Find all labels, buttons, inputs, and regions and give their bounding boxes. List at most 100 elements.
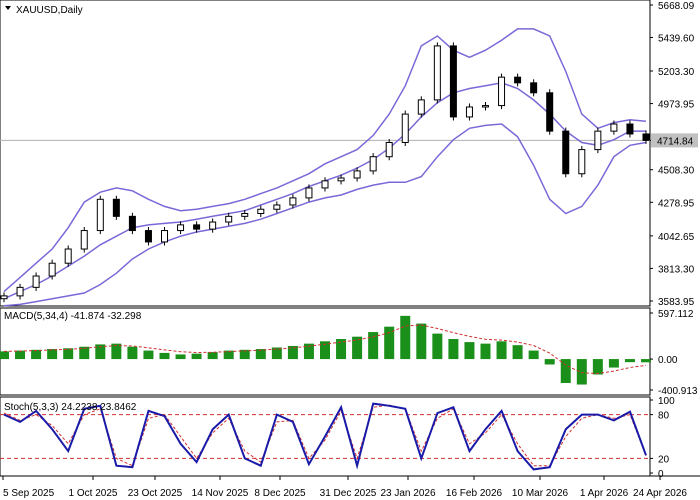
time-tick-label: 1 Apr 2026 [580,488,629,499]
macd-bar [191,353,202,360]
candle-body [161,230,168,243]
macd-bar [512,345,523,360]
macd-bar [400,315,411,360]
macd-panel-frame [0,307,651,396]
candle-body [257,208,265,215]
candle-body [578,149,586,175]
stoch-main-line [3,402,647,471]
macd-bar [175,354,186,360]
macd-tick-label: 597.112 [658,309,694,320]
price-tick-label: 5439.60 [658,33,695,44]
candle-body [321,180,329,189]
price-tick-label: 5668.09 [658,1,695,12]
candle-body [562,130,570,175]
macd-bar [352,336,363,360]
macd-bar [111,343,122,360]
time-tick-label: 10 Mar 2026 [512,488,569,499]
macd-bar [608,359,619,368]
macd-bar [239,349,250,360]
macd-bar [496,341,507,360]
macd-signal-line [3,324,647,375]
time-tick-label: 24 Apr 2026 [633,488,687,499]
candle-body [337,177,345,182]
bollinger-upper-line [3,28,647,293]
macd-bar [255,349,266,360]
candle-body [193,224,201,230]
candle-body [642,133,650,141]
macd-bar [384,326,395,360]
candle-body [32,275,40,288]
candle-body [498,76,506,107]
candle-body [385,141,393,158]
macd-bar [432,333,443,360]
candle-body [433,45,441,101]
macd-bar [15,350,26,360]
macd-bar [576,359,587,385]
candle-body [289,197,297,206]
candle-body [353,170,361,179]
candle-body [64,248,72,264]
macd-bar [480,343,491,360]
candle-body [241,213,249,217]
price-tick-label: 4278.95 [658,198,695,209]
price-tick-label: 4508.30 [658,166,695,177]
price-panel-frame [0,0,651,307]
macd-bar [95,344,106,360]
current-price-label: 4714.84 [657,136,694,147]
macd-bar [63,348,74,360]
macd-bar [336,339,347,360]
candle-body [610,123,618,132]
macd-bar [271,347,282,360]
time-tick-label: 16 Feb 2026 [446,488,503,499]
time-tick-label: 23 Oct 2025 [128,488,183,499]
candle-body [369,156,377,172]
candle-body [0,295,8,300]
stoch-signal-line [3,404,647,467]
dropdown-icon [5,6,11,10]
price-tick-label: 4042.65 [658,232,695,243]
macd-bar [560,359,571,383]
price-tick-label: 3583.95 [658,297,695,308]
stoch-tick-label: 80 [658,411,670,422]
candle-body [449,45,457,118]
candle-body [530,82,538,94]
macd-bar [79,346,90,360]
macd-bar [624,359,635,363]
candle-body [482,105,489,108]
macd-bar [544,359,555,365]
candle-body [48,262,56,277]
stoch-tick-label: 20 [658,454,670,465]
macd-tick-label: 0.00 [658,355,678,366]
candle-body [273,204,281,210]
macd-bar [159,352,170,360]
time-tick-label: 23 Jan 2026 [380,488,435,499]
candle-body [594,130,602,151]
macd-bar [320,341,330,360]
candle-body [16,286,24,297]
macd-bar [31,349,42,360]
macd-bar [448,339,459,360]
time-tick-label: 1 Oct 2025 [69,488,118,499]
macd-bar [641,359,651,363]
macd-bar [464,342,475,360]
macd-bar [528,350,539,360]
candle-body [128,215,136,232]
stoch-label: Stoch(5,3,3) 24.2238 23.8462 [4,402,137,413]
price-tick-label: 3813.30 [658,264,695,275]
candle-body [626,123,634,135]
current-price-box [651,133,698,148]
candle-body [417,99,425,115]
price-tick-label: 5203.30 [658,67,695,78]
macd-bar [47,349,58,360]
candle-body [80,230,88,250]
stoch-tick-label: 100 [658,396,675,407]
bollinger-lower-line [3,123,647,307]
macd-bar [416,323,427,360]
macd-bar [0,351,9,360]
time-tick-label: 14 Nov 2025 [192,488,249,499]
candle-body [177,224,185,232]
chart-title: XAUUSD,Daily [16,5,83,16]
candle-body [144,230,152,243]
macd-label: MACD(5,34,4) -41.874 -32.298 [4,311,142,322]
